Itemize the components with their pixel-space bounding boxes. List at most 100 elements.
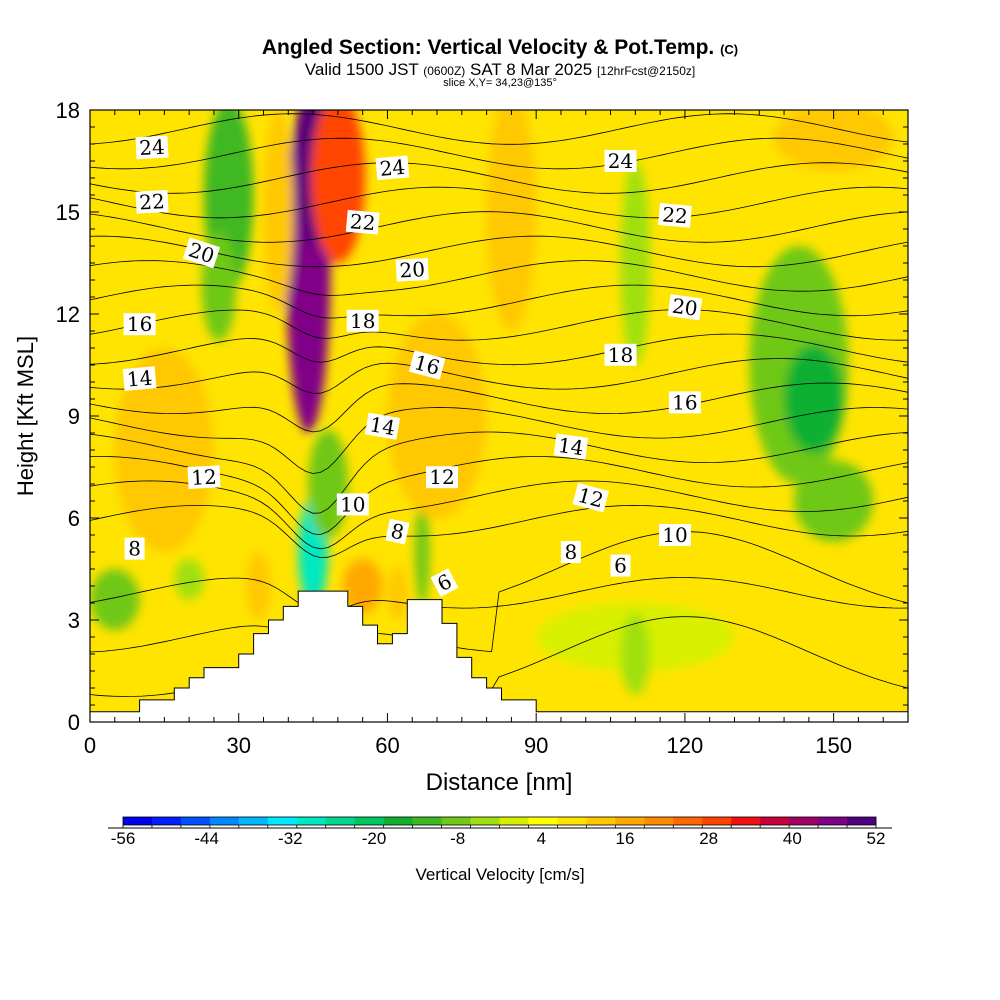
contour-label-box [187,465,221,490]
x-tick-label: 30 [226,733,250,758]
theta-contour-line [90,211,908,243]
theta-contour-line [90,358,908,394]
contour-label-text: 14 [126,366,153,392]
contour-label-text: 8 [128,537,141,561]
contour-label: 22 [658,202,692,228]
contour-label-text: 14 [557,433,586,460]
y-tick-label: 15 [56,200,80,225]
y-tick-label: 12 [56,302,80,327]
theta-contour-line [90,407,908,474]
colorbar-swatch [209,817,240,825]
contour-label: 6 [430,568,459,598]
contour-label-text: 16 [127,312,152,336]
colorbar-swatch [760,817,790,825]
contour-label-box [345,209,380,235]
velocity-cell [784,344,844,454]
velocity-cell [308,429,348,539]
colorbar-swatch [557,817,587,825]
y-tick-label: 3 [68,608,80,633]
contour-label-box [182,237,221,269]
axes: 0 30 60 90 120 150 0 3 6 9 12 15 18 Distance [nm] Heig… [13,98,909,796]
contour-label-box [668,391,701,414]
contour-label-box [426,466,458,489]
copyright-mark: (C) [720,42,739,57]
y-axis-label: Height [Kft MSL] [13,336,38,496]
theta-contour-line [90,431,908,514]
contour-label: 22 [135,189,169,214]
colorbar-swatch [180,817,211,825]
contour-label-box [135,189,169,214]
contour-label: 14 [122,366,157,392]
x-tick-label: 120 [667,733,704,758]
y-tick-label: 9 [68,404,80,429]
chart-title: Angled Section: Vertical Velocity & Pot.… [0,36,1000,60]
velocity-cell [774,110,894,172]
contour-label-text: 22 [139,189,166,214]
colorbar-swatch [441,817,471,825]
contour-label-text: 18 [608,343,633,367]
contour-label-text: 24 [608,149,633,173]
colorbar-swatch [673,817,703,825]
colorbar-tick-label: 4 [537,829,546,848]
y-tick-label: 18 [56,98,80,123]
theta-contour-line [90,137,908,170]
theta-contour-line [90,504,908,559]
colorbar-swatch [644,817,674,825]
colorbar-swatch [238,817,269,825]
velocity-cell [793,460,874,542]
velocity-cell [246,552,271,620]
x-tick-label: 90 [524,733,548,758]
velocity-cell [90,569,140,631]
colorbar-swatch [354,817,384,825]
colorbar-swatch [383,817,413,825]
contour-label-box [604,150,637,172]
y-tick-label: 0 [68,710,80,735]
colorbar-tick-label: 28 [699,829,718,848]
x-tick-label: 0 [84,733,96,758]
contour-label-box [375,155,410,181]
colorbar-swatch [499,817,529,825]
valid-utc: (0600Z) [423,64,466,78]
contour-label: 10 [336,492,369,516]
theta-contour-line [90,186,908,219]
colorbar-tick-label: -44 [194,829,219,848]
colorbar-tick-label: 40 [783,829,802,848]
valid-date: SAT 8 Mar 2025 [470,60,593,79]
colorbar-tick-label: 16 [616,829,635,848]
x-tick-label: 60 [375,733,399,758]
forecast-info: [12hrFcst@2150z] [596,64,696,78]
contour-label-box [408,350,446,380]
contour-label-box [553,433,589,460]
contour-label: 12 [187,465,221,490]
colorbar-swatch [267,817,298,825]
contour-labels: 2422201614128242220181614108126242220181… [122,135,703,598]
contour-label-text: 20 [671,294,700,321]
contour-label: 6 [610,554,631,578]
colorbar-swatch [702,817,732,825]
contour-label-box [667,294,703,321]
contour-label-text: 14 [368,412,397,440]
colorbar-swatch [789,817,819,825]
contour-label-text: 22 [661,202,688,228]
contour-label-box [122,366,157,391]
contour-label-box [610,554,631,577]
theta-contour-line [90,309,908,341]
colorbar-swatch [818,817,848,825]
slice-info: slice X,Y= 34,23@135° [443,77,557,89]
field-features [90,110,894,695]
valid-time-line: Valid 1500 JST (0600Z) SAT 8 Mar 2025 [1… [0,60,1000,80]
colorbar-swatch [615,817,645,825]
contour-label-text: 10 [340,492,365,516]
contour-label-box [364,412,401,440]
contour-label: 22 [345,209,380,235]
theta-contour-line [90,577,908,613]
terrain [90,590,908,722]
contour-label-text: 12 [429,465,454,489]
theta-contour-line [90,235,908,268]
colorbar-swatch [528,817,558,825]
colorbar-tick-label: -56 [111,829,136,848]
contour-label: 12 [572,483,610,512]
colorbar-swatch [470,817,500,825]
contour-label: 20 [395,257,429,282]
